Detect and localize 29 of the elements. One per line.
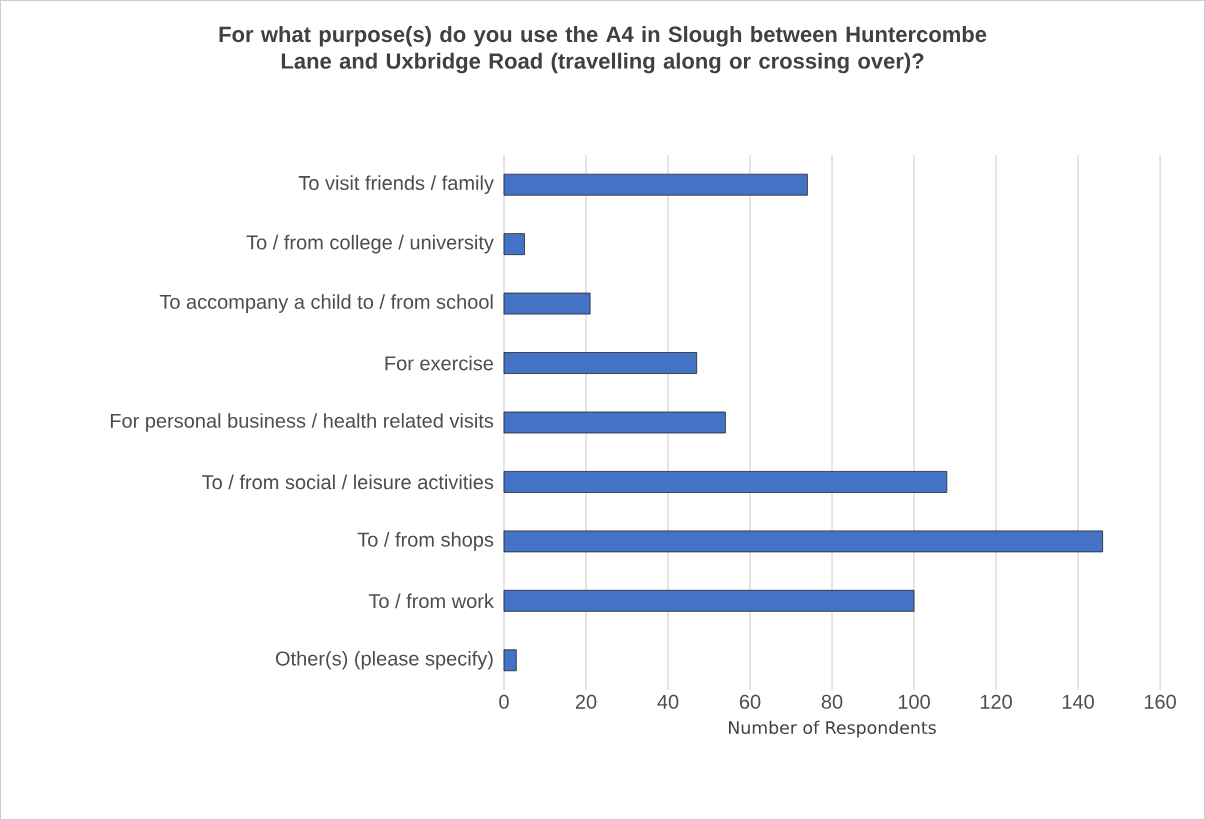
y-tick-label: For exercise <box>385 355 494 371</box>
y-tick-label: Other(s) (please specify) <box>275 650 493 670</box>
bar <box>503 471 948 493</box>
bar <box>503 173 808 196</box>
y-tick-label: To / from college / university <box>246 234 494 254</box>
x-tick-label: 160 <box>1144 694 1176 709</box>
y-tick-label: For personal business / health related visits <box>110 413 494 432</box>
bar <box>503 589 915 612</box>
bar <box>503 530 1104 553</box>
chart-title: For what purpose(s) do you use the A4 in Slough between Huntercombe Lane and Uxbridge Road (travelling along or crossing over)? <box>219 26 987 74</box>
x-tick-label: 80 <box>821 694 843 709</box>
y-tick-label: To visit friends / family <box>298 175 494 195</box>
x-tick-label: 100 <box>898 694 930 709</box>
y-tick-label: To / from work <box>368 593 494 609</box>
bar <box>503 233 525 256</box>
x-tick-label: 120 <box>980 694 1012 709</box>
bar <box>503 411 726 434</box>
x-axis-title: Number of Respondents <box>729 720 936 738</box>
x-tick-label: 0 <box>499 694 509 709</box>
bar <box>503 649 517 672</box>
x-tick-label: 140 <box>1062 694 1094 709</box>
y-tick-label: To / from shops <box>357 532 494 551</box>
y-tick-label: To / from social / leisure activities <box>202 474 494 490</box>
bar <box>503 292 591 315</box>
x-tick-label: 60 <box>739 694 761 709</box>
x-tick-label: 20 <box>575 694 597 709</box>
y-tick-label: To accompany a child to / from school <box>159 294 493 313</box>
x-tick-label: 40 <box>657 694 679 709</box>
bar <box>503 352 698 374</box>
